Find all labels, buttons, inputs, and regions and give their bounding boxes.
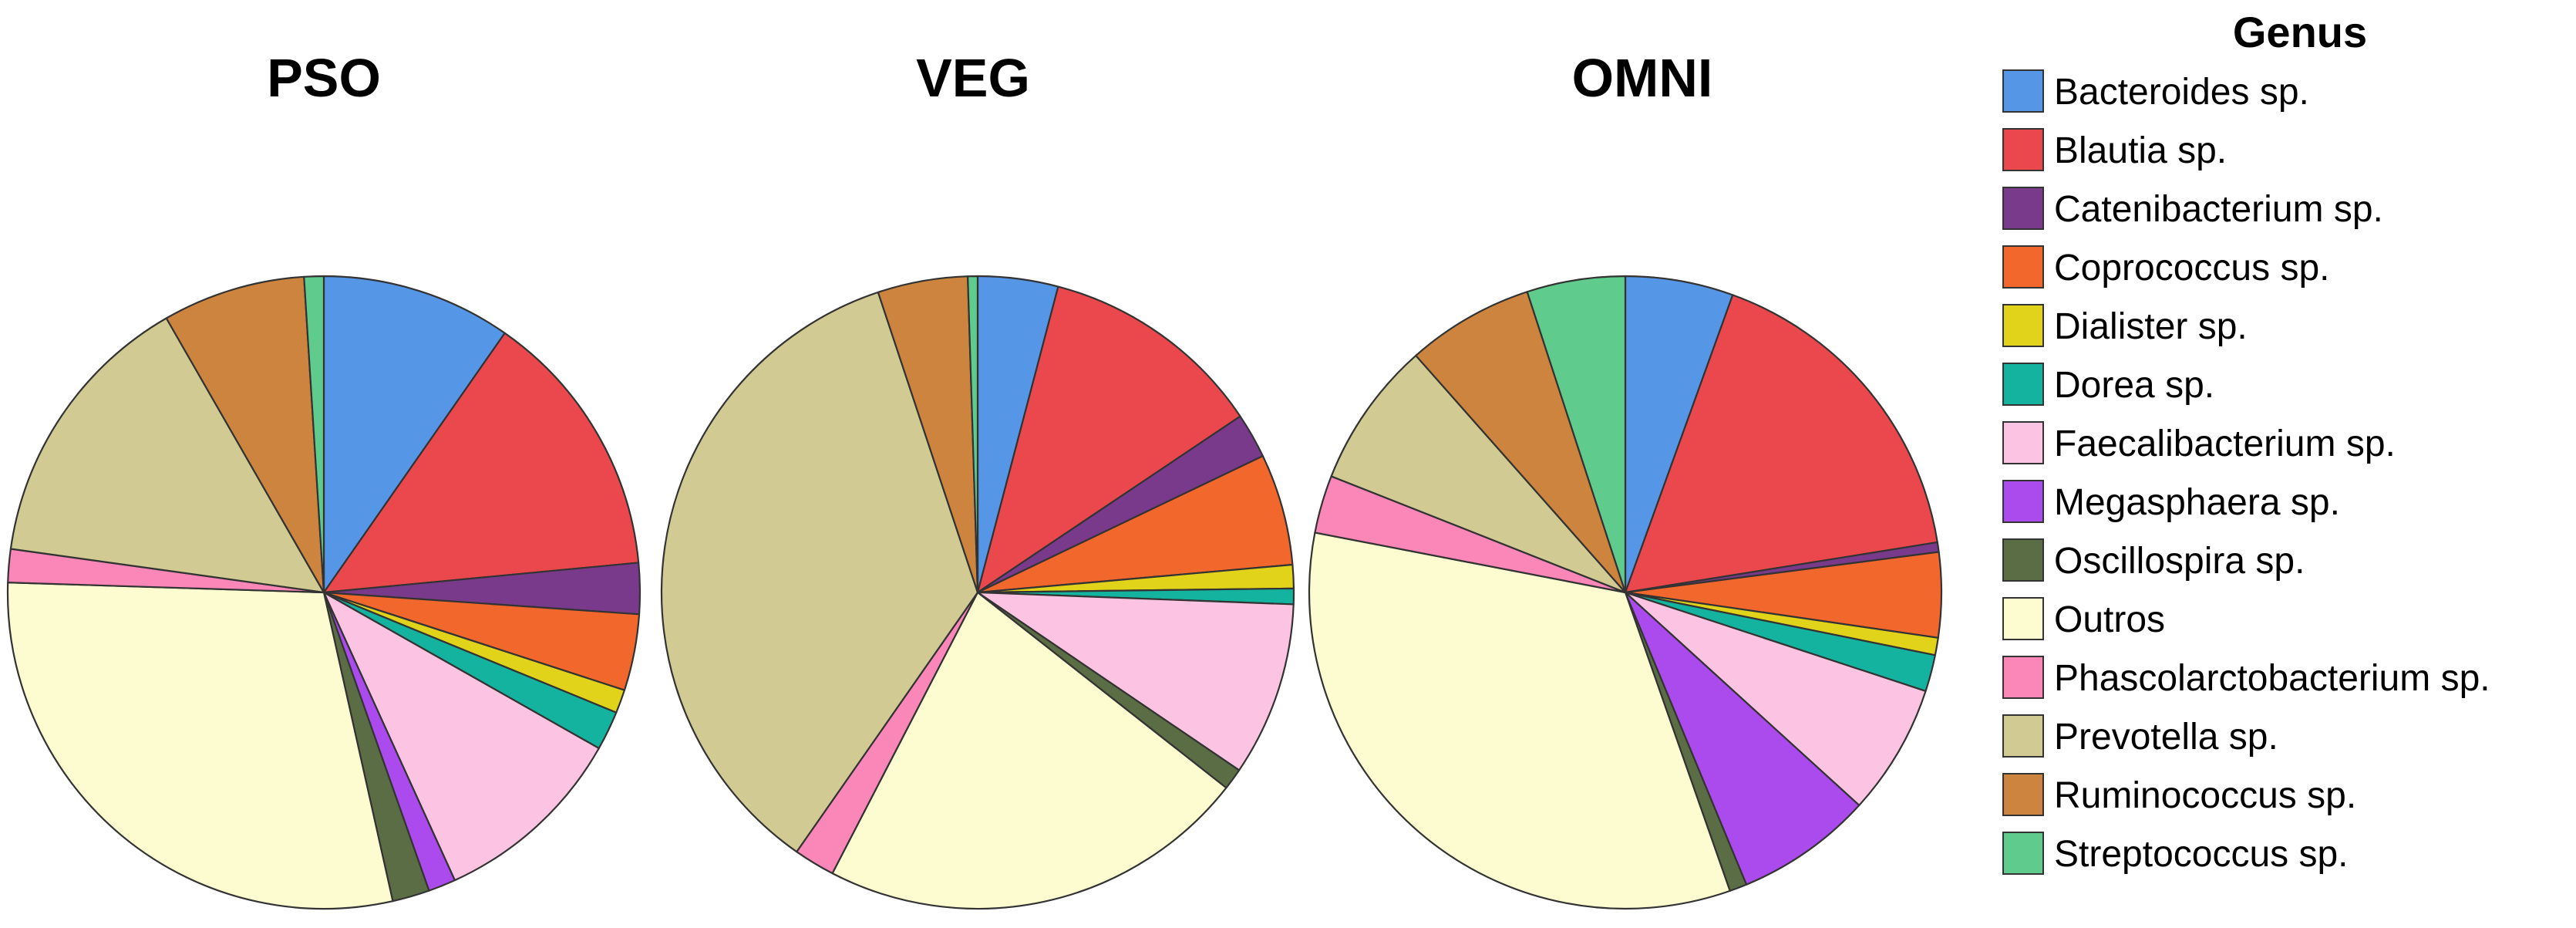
legend-swatch [2002, 421, 2044, 464]
pie-slice-faecalibacterium-sp [976, 591, 1295, 771]
legend-item-phascolarctobacterium-sp: Phascolarctobacterium sp. [2002, 656, 2490, 699]
pie-slice-streptococcus-sp [303, 275, 325, 594]
legend-label: Ruminococcus sp. [2054, 775, 2356, 816]
legend-item-dialister-sp: Dialister sp. [2002, 304, 2248, 347]
legend-label: Phascolarctobacterium sp. [2054, 658, 2490, 699]
legend-swatch [2002, 656, 2044, 699]
legend-item-faecalibacterium-sp: Faecalibacterium sp. [2002, 421, 2396, 464]
legend-item-coprococcus-sp: Coprococcus sp. [2002, 245, 2330, 289]
pie-slice-blautia-sp [322, 332, 640, 594]
pie-title: VEG [916, 48, 1030, 108]
legend-swatch [2002, 597, 2044, 640]
legend-swatch [2002, 187, 2044, 230]
pie-title: OMNI [1572, 48, 1713, 108]
pie-slice-outros [831, 591, 1227, 910]
legend-item-prevotella-sp: Prevotella sp. [2002, 714, 2278, 758]
pie-pso: PSO [6, 48, 641, 910]
pie-slice-bacteroides-sp [1624, 275, 1734, 594]
pie-slice-outros [1308, 531, 1731, 910]
pie-slice-prevotella-sp [1330, 354, 1627, 594]
legend-label: Blautia sp. [2054, 130, 2227, 171]
legend-label: Prevotella sp. [2054, 717, 2278, 758]
pie-slice-coprococcus-sp [976, 455, 1294, 594]
pie-slice-prevotella-sp [660, 291, 979, 853]
legend-item-megasphaera-sp: Megasphaera sp. [2002, 480, 2340, 523]
legend-item-catenibacterium-sp: Catenibacterium sp. [2002, 187, 2383, 230]
legend-label: Coprococcus sp. [2054, 248, 2330, 289]
pie-slice-ruminococcus-sp [165, 275, 325, 594]
pie-slice-blautia-sp [976, 285, 1241, 594]
pie-slice-blautia-sp [1624, 294, 1938, 594]
legend-swatch [2002, 69, 2044, 113]
legend-swatch [2002, 773, 2044, 816]
pie-veg: VEG [660, 48, 1295, 910]
pie-slice-streptococcus-sp [1526, 275, 1627, 594]
pie-slice-bacteroides-sp [322, 275, 506, 594]
legend-label: Dialister sp. [2054, 306, 2248, 347]
legend-swatch [2002, 714, 2044, 758]
legend-swatch [2002, 832, 2044, 875]
pies: PSO VEG OMNI [6, 48, 1943, 910]
pie-slice-ruminococcus-sp [1415, 291, 1627, 594]
legend-swatch [2002, 363, 2044, 406]
legend-label: Megasphaera sp. [2054, 482, 2340, 523]
legend-item-oscillospira-sp: Oscillospira sp. [2002, 538, 2305, 582]
legend-swatch [2002, 245, 2044, 289]
pie-omni: OMNI [1308, 48, 1943, 910]
legend-swatch [2002, 304, 2044, 347]
pie-title: PSO [267, 48, 381, 108]
legend-item-outros: Outros [2002, 597, 2165, 640]
legend: Genus Bacteroides sp. Blautia sp. Catenibac… [2002, 8, 2490, 875]
pie-slice-faecalibacterium-sp [322, 591, 600, 882]
legend-item-bacteroides-sp: Bacteroides sp. [2002, 69, 2309, 113]
legend-label: Catenibacterium sp. [2054, 189, 2383, 230]
pie-slice-streptococcus-sp [967, 275, 979, 594]
legend-item-ruminococcus-sp: Ruminococcus sp. [2002, 773, 2356, 816]
legend-item-streptococcus-sp: Streptococcus sp. [2002, 832, 2349, 875]
legend-swatch [2002, 480, 2044, 523]
pie-slice-prevotella-sp [9, 317, 325, 594]
legend-label: Outros [2054, 599, 2165, 640]
pie-slice-megasphaera-sp [1624, 591, 1860, 886]
legend-swatch [2002, 538, 2044, 582]
legend-label: Dorea sp. [2054, 365, 2214, 406]
legend-swatch [2002, 128, 2044, 171]
legend-item-blautia-sp: Blautia sp. [2002, 128, 2227, 171]
legend-label: Faecalibacterium sp. [2054, 424, 2396, 464]
legend-title: Genus [2233, 8, 2367, 56]
pie-slice-outros [6, 582, 394, 910]
legend-label: Oscillospira sp. [2054, 541, 2305, 582]
legend-label: Bacteroides sp. [2054, 72, 2309, 113]
legend-label: Streptococcus sp. [2054, 834, 2349, 875]
legend-item-dorea-sp: Dorea sp. [2002, 363, 2214, 406]
pie-slice-faecalibacterium-sp [1624, 591, 1927, 807]
